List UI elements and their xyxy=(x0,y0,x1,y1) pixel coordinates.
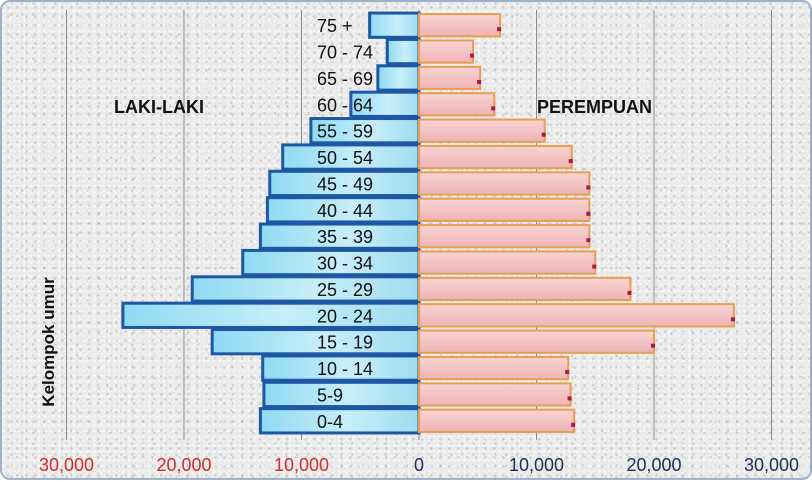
bar-female-65-69 xyxy=(418,65,482,91)
category-label-50-54: 50 - 54 xyxy=(317,148,373,168)
bar-female-end-marker-30-34 xyxy=(592,264,597,269)
bar-female-25-29 xyxy=(418,276,632,302)
bar-male-20-24 xyxy=(121,301,421,329)
category-label-20-24: 20 - 24 xyxy=(317,306,373,326)
bar-male-40-44 xyxy=(265,196,421,224)
bar-female-end-marker-5-9 xyxy=(567,396,572,401)
bar-female-end-marker-35-39 xyxy=(586,238,591,243)
bar-female-35-39 xyxy=(418,224,591,249)
bar-female-55-59 xyxy=(418,118,546,143)
category-label-25-29: 25 - 29 xyxy=(317,280,373,300)
category-label-70-74: 70 - 74 xyxy=(317,43,373,63)
bar-female-end-marker-55-59 xyxy=(541,132,546,137)
bar-female-45-49 xyxy=(418,171,591,196)
bar-male-65-69 xyxy=(376,64,421,92)
bars xyxy=(121,11,735,435)
bar-female-end-marker-15-19 xyxy=(651,343,655,348)
bar-female-30-34 xyxy=(418,250,597,275)
bar-female-end-marker-50-54 xyxy=(568,159,573,164)
bar-female-end-marker-40-44 xyxy=(586,211,591,216)
category-label-5-9: 5-9 xyxy=(317,385,343,405)
bar-female-end-marker-0-4 xyxy=(571,422,576,427)
bar-male-75 xyxy=(368,11,421,39)
bar-male-30-34 xyxy=(241,248,421,277)
category-label-35-39: 35 - 39 xyxy=(317,227,373,247)
category-label-60-64: 60 - 64 xyxy=(317,95,373,115)
bar-female-end-marker-75 xyxy=(497,27,502,32)
bar-male-35-39 xyxy=(258,222,421,250)
bar-female-75 xyxy=(418,13,502,38)
category-label-40-44: 40 - 44 xyxy=(317,201,373,221)
x-tick-label-0: 0 xyxy=(414,455,424,475)
bar-female-15-19 xyxy=(418,329,655,354)
x-tick-label-neg-10000: 10,000 xyxy=(274,455,329,475)
bar-female-40-44 xyxy=(418,197,591,222)
category-label-15-19: 15 - 19 xyxy=(317,333,373,353)
bar-female-end-marker-65-69 xyxy=(477,79,482,84)
bar-female-0-4 xyxy=(418,408,576,433)
category-label-30-34: 30 - 34 xyxy=(317,254,373,274)
series-label-male: LAKI-LAKI xyxy=(114,97,204,117)
x-tick-label-pos-10000: 10,000 xyxy=(509,455,564,475)
bar-male-70-74 xyxy=(385,37,421,66)
bar-male-0-4 xyxy=(258,407,421,435)
bar-female-50-54 xyxy=(418,144,573,170)
series-label-female: PEREMPUAN xyxy=(537,97,652,117)
category-label-75: 75 + xyxy=(317,16,353,36)
x-tick-label-pos-20000: 20,000 xyxy=(626,455,681,475)
bar-female-60-64 xyxy=(418,92,496,117)
bar-female-end-marker-70-74 xyxy=(470,53,475,58)
bar-female-end-marker-45-49 xyxy=(586,185,591,190)
bar-female-70-74 xyxy=(418,39,475,64)
bar-female-end-marker-25-29 xyxy=(627,290,632,295)
bar-female-20-24 xyxy=(418,303,735,328)
y-axis-label: Kelompok umur xyxy=(39,277,58,407)
bar-female-5-9 xyxy=(418,382,572,407)
bar-female-end-marker-60-64 xyxy=(491,106,496,111)
category-label-0-4: 0-4 xyxy=(317,412,343,432)
bar-female-end-marker-10-14 xyxy=(565,370,570,375)
bar-male-15-19 xyxy=(210,328,421,356)
bar-male-25-29 xyxy=(190,275,421,303)
category-label-55-59: 55 - 59 xyxy=(317,122,373,142)
x-tick-label-neg-20000: 20,000 xyxy=(156,455,211,475)
category-label-45-49: 45 - 49 xyxy=(317,174,373,194)
bar-female-end-marker-20-24 xyxy=(730,317,735,322)
bar-female-10-14 xyxy=(418,355,570,381)
labels: 0-4 5-9 10 - 14 15 - 19 20 - 24 25 - 29 30 - 3… xyxy=(39,16,799,475)
x-tick-label-neg-30000: 30,000 xyxy=(39,455,94,475)
x-tick-label-pos-30000: 30,000 xyxy=(744,455,799,475)
bar-male-10-14 xyxy=(261,354,421,382)
category-label-10-14: 10 - 14 xyxy=(317,359,373,379)
category-label-65-69: 65 - 69 xyxy=(317,69,373,89)
